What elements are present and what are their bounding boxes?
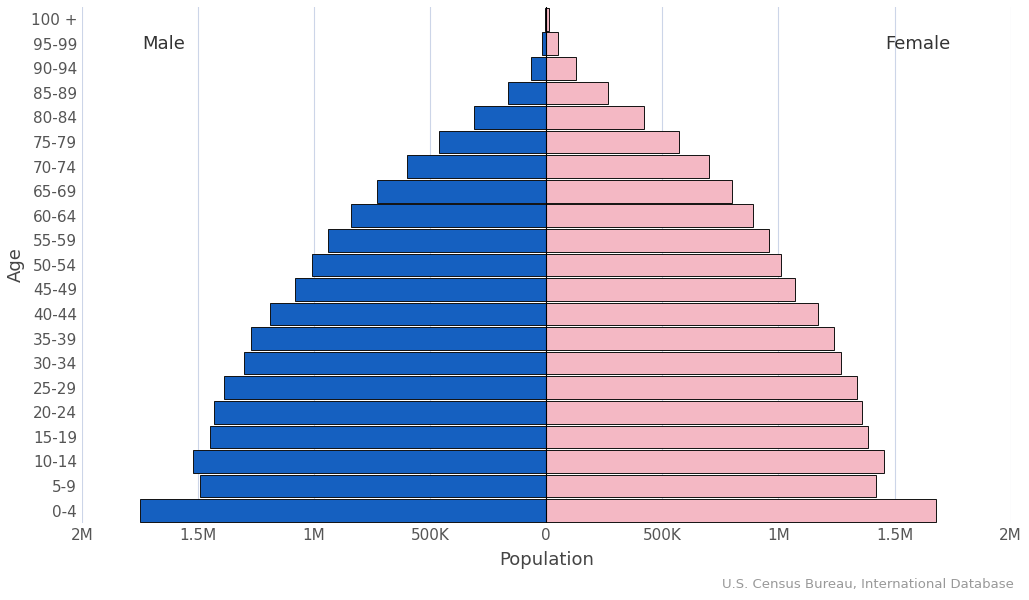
Y-axis label: Age: Age — [7, 247, 25, 283]
Bar — [546, 475, 876, 497]
Text: U.S. Census Bureau, International Database: U.S. Census Bureau, International Databa… — [721, 578, 1014, 591]
Bar — [377, 180, 546, 203]
Bar — [546, 82, 608, 104]
Bar — [546, 352, 841, 374]
Bar — [328, 229, 546, 251]
Bar — [439, 131, 546, 154]
Bar — [531, 57, 546, 80]
Bar — [546, 376, 857, 399]
Bar — [546, 32, 558, 55]
Bar — [546, 499, 936, 522]
X-axis label: Population: Population — [499, 551, 594, 569]
Bar — [201, 475, 546, 497]
Bar — [508, 82, 546, 104]
Bar — [193, 450, 546, 473]
Bar — [546, 254, 781, 276]
Bar — [474, 106, 546, 129]
Bar — [351, 205, 546, 227]
Bar — [546, 401, 862, 424]
Bar — [223, 376, 546, 399]
Bar — [245, 352, 546, 374]
Bar — [270, 303, 546, 325]
Bar — [546, 131, 679, 154]
Bar — [546, 57, 576, 80]
Bar — [295, 278, 546, 301]
Text: Female: Female — [885, 35, 951, 53]
Bar — [546, 328, 835, 350]
Bar — [546, 425, 867, 448]
Bar — [546, 8, 549, 31]
Bar — [546, 180, 732, 203]
Bar — [546, 229, 770, 251]
Bar — [210, 425, 546, 448]
Text: Male: Male — [142, 35, 185, 53]
Bar — [546, 155, 709, 178]
Bar — [251, 328, 546, 350]
Bar — [312, 254, 546, 276]
Bar — [546, 278, 794, 301]
Bar — [406, 155, 546, 178]
Bar — [546, 205, 753, 227]
Bar — [214, 401, 546, 424]
Bar — [546, 450, 884, 473]
Bar — [546, 106, 644, 129]
Bar — [546, 303, 818, 325]
Bar — [541, 32, 546, 55]
Bar — [140, 499, 546, 522]
